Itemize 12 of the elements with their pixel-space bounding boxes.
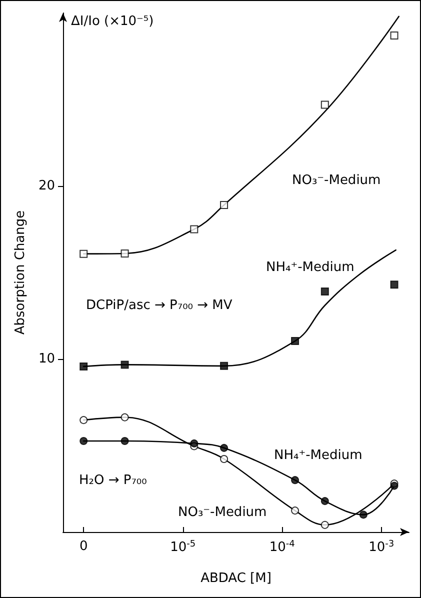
annotation: ΔI/Io (×10⁻⁵) <box>71 14 154 29</box>
annotation: H₂O → P₇₀₀ <box>79 473 147 488</box>
annotation: NO₃⁻-Medium <box>178 505 267 520</box>
annotation: DCPiP/asc → P₇₀₀ → MV <box>86 298 232 313</box>
x-tick-label: 0 <box>79 539 88 554</box>
y-axis-title: Absorption Change <box>13 210 28 335</box>
y-tick-label: 10 <box>38 352 55 366</box>
annotation: NH₄⁺-Medium <box>274 448 362 463</box>
annotation: NH₄⁺-Medium <box>266 260 354 275</box>
x-axis-title: ABDAC [M] <box>200 571 272 586</box>
y-tick-label: 20 <box>38 178 55 194</box>
annotation: NO₃⁻-Medium <box>292 173 381 188</box>
